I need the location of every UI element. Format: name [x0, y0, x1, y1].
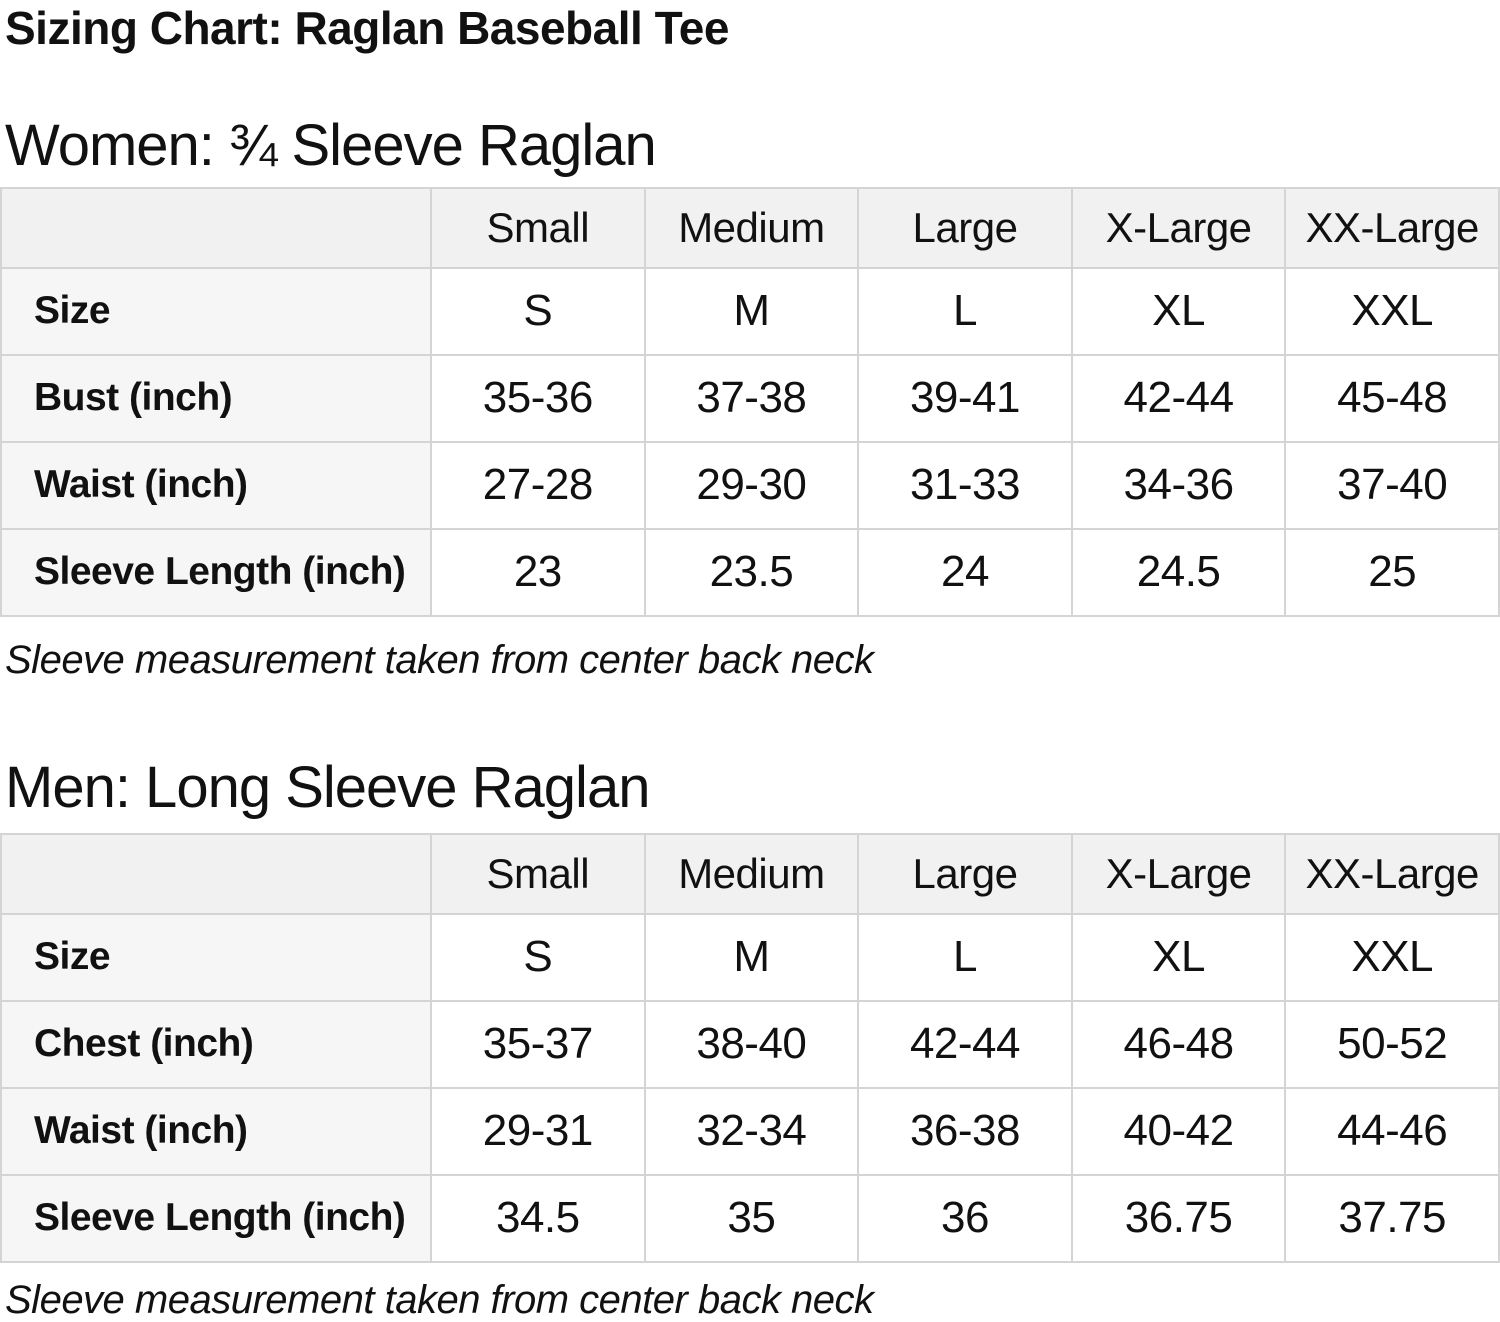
- size-value-cell: 31-33: [857, 440, 1073, 530]
- table-row: Sleeve Length (inch) 23 23.5 24 24.5 25: [0, 527, 1500, 617]
- table-row: Waist (inch) 27-28 29-30 31-33 34-36 37-40: [0, 440, 1500, 530]
- row-label: Sleeve Length (inch): [0, 527, 432, 617]
- table-row: Waist (inch) 29-31 32-34 36-38 40-42 44-46: [0, 1086, 1500, 1176]
- page-title: Sizing Chart: Raglan Baseball Tee: [5, 2, 729, 54]
- size-value-cell: S: [430, 266, 646, 356]
- size-value-cell: 37-38: [643, 353, 860, 443]
- size-value-cell: M: [643, 266, 860, 356]
- size-value-cell: 37-40: [1284, 440, 1500, 530]
- size-value-cell: M: [643, 912, 860, 1002]
- table-row: Chest (inch) 35-37 38-40 42-44 46-48 50-52: [0, 999, 1500, 1089]
- women-sizing-table: Small Medium Large X-Large XX-Large Size S M L XL…: [0, 186, 1500, 617]
- size-value-cell: 38-40: [643, 999, 860, 1089]
- size-value-cell: 23: [430, 527, 646, 617]
- size-value-cell: 42-44: [857, 999, 1073, 1089]
- size-value-cell: XXL: [1284, 912, 1500, 1002]
- men-sleeve-note: Sleeve measurement taken from center bac…: [5, 1277, 874, 1322]
- size-value-cell: 24: [857, 527, 1073, 617]
- column-header: Medium: [643, 186, 860, 269]
- column-header: Small: [430, 186, 646, 269]
- size-value-cell: 45-48: [1284, 353, 1500, 443]
- table-row: Bust (inch) 35-36 37-38 39-41 42-44 45-48: [0, 353, 1500, 443]
- size-value-cell: 32-34: [643, 1086, 860, 1176]
- size-value-cell: 24.5: [1070, 527, 1287, 617]
- size-value-cell: 50-52: [1284, 999, 1500, 1089]
- table-row: Size S M L XL XXL: [0, 266, 1500, 356]
- size-value-cell: L: [857, 912, 1073, 1002]
- column-header: X-Large: [1070, 186, 1287, 269]
- size-value-cell: 36-38: [857, 1086, 1073, 1176]
- size-value-cell: 23.5: [643, 527, 860, 617]
- corner-cell: [0, 832, 432, 915]
- men-sizing-table: Small Medium Large X-Large XX-Large Size S M L XL…: [0, 832, 1500, 1263]
- row-label: Bust (inch): [0, 353, 432, 443]
- row-label: Sleeve Length (inch): [0, 1173, 432, 1263]
- corner-cell: [0, 186, 432, 269]
- size-value-cell: 36: [857, 1173, 1073, 1263]
- size-value-cell: 29-30: [643, 440, 860, 530]
- column-header: Small: [430, 832, 646, 915]
- size-value-cell: 44-46: [1284, 1086, 1500, 1176]
- size-value-cell: L: [857, 266, 1073, 356]
- size-value-cell: XL: [1070, 912, 1287, 1002]
- row-label: Size: [0, 912, 432, 1002]
- size-value-cell: 34.5: [430, 1173, 646, 1263]
- size-value-cell: 27-28: [430, 440, 646, 530]
- row-label: Waist (inch): [0, 440, 432, 530]
- column-header: XX-Large: [1284, 186, 1500, 269]
- size-value-cell: 35: [643, 1173, 860, 1263]
- size-value-cell: 37.75: [1284, 1173, 1500, 1263]
- column-header: Medium: [643, 832, 860, 915]
- size-value-cell: 29-31: [430, 1086, 646, 1176]
- row-label: Size: [0, 266, 432, 356]
- women-section: Women: ¾ Sleeve Raglan Small Medium Large X…: [0, 112, 1500, 682]
- row-label: Chest (inch): [0, 999, 432, 1089]
- row-label: Waist (inch): [0, 1086, 432, 1176]
- women-sleeve-note: Sleeve measurement taken from center bac…: [5, 637, 874, 682]
- column-header: XX-Large: [1284, 832, 1500, 915]
- size-value-cell: 42-44: [1070, 353, 1287, 443]
- table-row: Sleeve Length (inch) 34.5 35 36 36.75 37.75: [0, 1173, 1500, 1263]
- size-value-cell: 36.75: [1070, 1173, 1287, 1263]
- size-value-cell: S: [430, 912, 646, 1002]
- size-value-cell: XXL: [1284, 266, 1500, 356]
- size-value-cell: 35-36: [430, 353, 646, 443]
- column-header: Large: [857, 832, 1073, 915]
- size-value-cell: 25: [1284, 527, 1500, 617]
- table-row: Size S M L XL XXL: [0, 912, 1500, 1002]
- men-section-heading: Men: Long Sleeve Raglan: [5, 754, 650, 820]
- women-section-heading: Women: ¾ Sleeve Raglan: [5, 112, 657, 178]
- men-section: Men: Long Sleeve Raglan Small Medium Large…: [0, 754, 1500, 1322]
- size-value-cell: 35-37: [430, 999, 646, 1089]
- size-value-cell: XL: [1070, 266, 1287, 356]
- column-header: X-Large: [1070, 832, 1287, 915]
- size-value-cell: 34-36: [1070, 440, 1287, 530]
- size-value-cell: 39-41: [857, 353, 1073, 443]
- size-value-cell: 46-48: [1070, 999, 1287, 1089]
- column-header: Large: [857, 186, 1073, 269]
- size-value-cell: 40-42: [1070, 1086, 1287, 1176]
